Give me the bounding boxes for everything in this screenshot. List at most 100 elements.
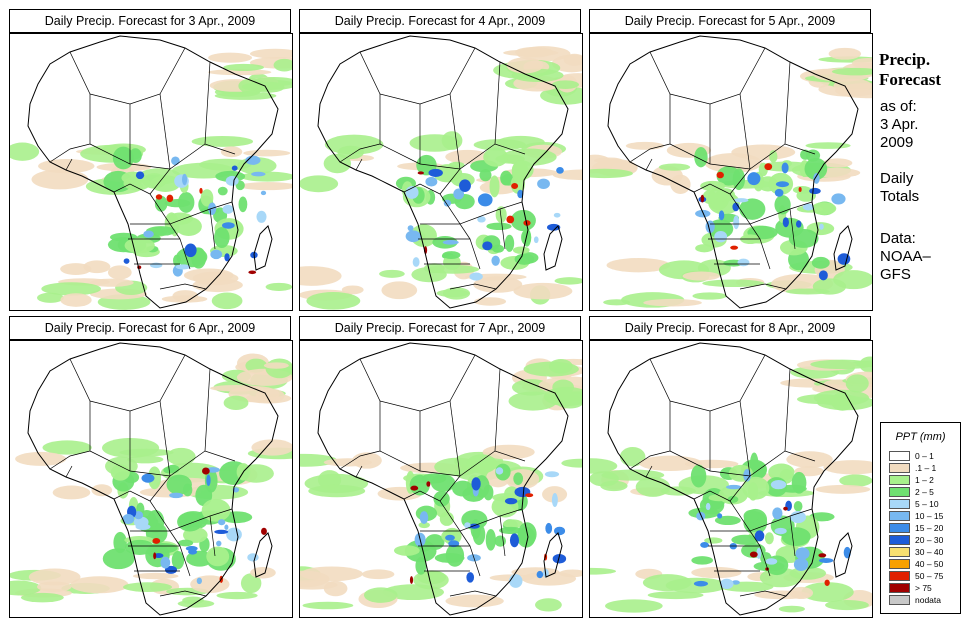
precip-area: [238, 196, 248, 213]
legend-swatch: [889, 595, 910, 605]
precip-area: [52, 485, 91, 500]
precip-area: [511, 183, 519, 189]
precip-area: [590, 458, 618, 474]
legend-item: 1 – 2: [889, 475, 957, 486]
precip-area: [824, 579, 830, 586]
precip-area: [778, 484, 807, 493]
madagascar-outline: [833, 225, 853, 271]
totals-block: Daily Totals: [880, 170, 919, 206]
precip-area: [123, 582, 172, 592]
legend-item: 2 – 5: [889, 487, 957, 498]
precip-map: [589, 33, 873, 311]
precip-area: [670, 174, 691, 195]
precip-area: [163, 466, 174, 474]
precip-area: [477, 216, 486, 223]
precip-map-graphic: [590, 342, 872, 616]
precip-area: [415, 557, 427, 575]
precip-area: [216, 540, 222, 547]
country-border: [449, 283, 497, 290]
precip-map-graphic: [300, 35, 582, 310]
precip-area: [166, 474, 192, 495]
precip-area: [482, 241, 493, 251]
precip-area: [797, 394, 846, 405]
precip-area: [795, 220, 802, 228]
precip-area: [772, 507, 783, 520]
precip-area: [485, 528, 496, 551]
precip-area: [70, 576, 129, 594]
precip-area: [720, 578, 734, 589]
precip-area: [169, 492, 183, 499]
precip-area: [489, 175, 500, 198]
country-border: [645, 465, 653, 478]
precip-area: [419, 511, 429, 524]
madagascar-outline: [543, 532, 563, 578]
country-border: [159, 590, 207, 597]
precip-area: [739, 198, 766, 220]
precip-area: [152, 537, 161, 544]
precip-area: [91, 484, 113, 497]
precip-area: [756, 547, 762, 559]
legend-swatch: [889, 583, 910, 593]
country-border: [649, 51, 671, 144]
country-border: [739, 283, 787, 290]
precip-area: [445, 594, 504, 608]
precip-map-graphic: [10, 35, 292, 310]
legend-label: 5 – 10: [915, 499, 939, 509]
precip-area: [774, 195, 791, 215]
precip-area: [243, 149, 291, 157]
country-border: [499, 208, 506, 250]
precip-area: [809, 187, 821, 195]
precip-area: [781, 162, 789, 174]
precip-area: [643, 298, 702, 307]
precip-area: [459, 179, 471, 193]
precip-area: [122, 514, 135, 525]
precip-area: [15, 451, 67, 466]
forecast-panel-apr4: Daily Precip. Forecast for 4 Apr., 2009: [299, 9, 583, 311]
precip-area: [747, 172, 761, 186]
precip-area: [453, 188, 465, 200]
precip-area: [702, 190, 717, 205]
precip-area: [210, 249, 223, 260]
precip-area: [206, 546, 230, 567]
precip-area: [718, 210, 725, 221]
precip-area: [554, 277, 582, 285]
precip-area: [222, 204, 234, 214]
precip-area: [790, 511, 807, 524]
precip-area: [513, 472, 524, 485]
precip-area: [469, 272, 483, 281]
precip-area: [177, 512, 203, 532]
precip-area: [166, 447, 196, 466]
precip-area: [38, 159, 95, 174]
precip-area: [692, 292, 727, 300]
precip-area: [143, 230, 154, 238]
panel-title: Daily Precip. Forecast for 3 Apr., 2009: [9, 9, 291, 33]
coastline: [607, 35, 859, 309]
precip-map: [9, 340, 293, 618]
precip-area: [825, 599, 869, 611]
precip-area: [775, 181, 790, 188]
legend-label: 40 – 50: [915, 559, 944, 569]
precip-area: [788, 228, 819, 248]
precip-area: [831, 193, 846, 205]
precip-area: [185, 545, 198, 551]
precip-area: [682, 271, 720, 281]
precip-area: [548, 359, 573, 374]
precip-area: [537, 178, 550, 189]
panel-title: Daily Precip. Forecast for 7 Apr., 2009: [299, 316, 581, 340]
precip-area: [764, 532, 774, 545]
precip-area: [471, 477, 481, 491]
precip-area: [124, 237, 155, 254]
legend-swatch: [889, 499, 910, 509]
precip-area: [818, 553, 827, 558]
country-border: [649, 358, 671, 451]
coastline: [317, 35, 569, 309]
precip-area: [153, 553, 164, 559]
precip-area: [765, 558, 778, 565]
asof-date-line1: 3 Apr.: [880, 116, 919, 133]
precip-map: [299, 340, 583, 618]
precip-area: [154, 195, 168, 212]
madagascar-outline: [253, 532, 273, 578]
precip-area: [430, 474, 456, 492]
precip-area: [768, 463, 795, 481]
precip-area: [434, 553, 465, 563]
